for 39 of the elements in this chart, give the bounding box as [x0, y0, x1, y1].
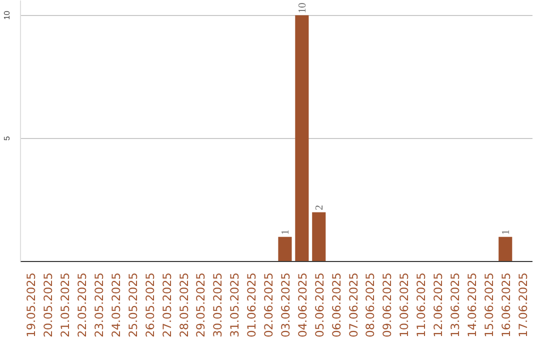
x-tick-label: 20.05.2025	[41, 272, 56, 338]
bar	[312, 212, 326, 262]
x-tick-label: 07.06.2025	[346, 272, 360, 338]
x-tick-label: 19.05.2025	[24, 272, 38, 338]
x-tick-label: 06.06.2025	[329, 272, 344, 338]
x-tick-label: 21.05.2025	[58, 272, 72, 338]
data-label: 1	[280, 230, 292, 235]
x-tick-label: 26.05.2025	[142, 272, 157, 338]
bar	[278, 236, 292, 262]
x-tick-label: 28.05.2025	[176, 272, 191, 338]
bar	[295, 15, 309, 262]
x-tick-label: 13.06.2025	[448, 272, 462, 338]
x-tick-label: 01.06.2025	[244, 272, 259, 338]
x-tick-label: 30.05.2025	[210, 272, 225, 338]
x-tick-label: 24.05.2025	[108, 272, 123, 338]
x-tick-label: 11.06.2025	[414, 272, 428, 338]
x-tick-label: 17.06.2025	[516, 272, 530, 338]
x-tick-label: 05.06.2025	[312, 272, 326, 338]
y-tick-label: 5	[2, 136, 12, 141]
bar	[498, 236, 512, 262]
x-tick-label: 27.05.2025	[160, 272, 174, 338]
data-label: 2	[314, 204, 326, 210]
x-tick-label: 04.06.2025	[295, 272, 310, 338]
x-tick-label: 15.06.2025	[482, 272, 496, 338]
x-tick-label: 03.06.2025	[278, 272, 292, 338]
x-tick-label: 14.06.2025	[464, 272, 479, 338]
x-tick-label: 22.05.2025	[75, 272, 90, 338]
x-tick-label: 25.05.2025	[126, 272, 140, 338]
x-tick-label: 29.05.2025	[194, 272, 208, 338]
x-tick-label: 23.05.2025	[92, 272, 106, 338]
x-tick-label: 09.06.2025	[380, 272, 394, 338]
x-tick-label: 08.06.2025	[363, 272, 378, 338]
data-label: 10	[297, 2, 308, 14]
x-tick-label: 16.06.2025	[498, 272, 513, 338]
x-tick-label: 12.06.2025	[431, 272, 446, 338]
x-tick-label: 31.05.2025	[228, 272, 242, 338]
x-tick-label: 02.06.2025	[262, 272, 276, 338]
data-label: 1	[500, 230, 512, 235]
x-tick-label: 10.06.2025	[397, 272, 412, 338]
